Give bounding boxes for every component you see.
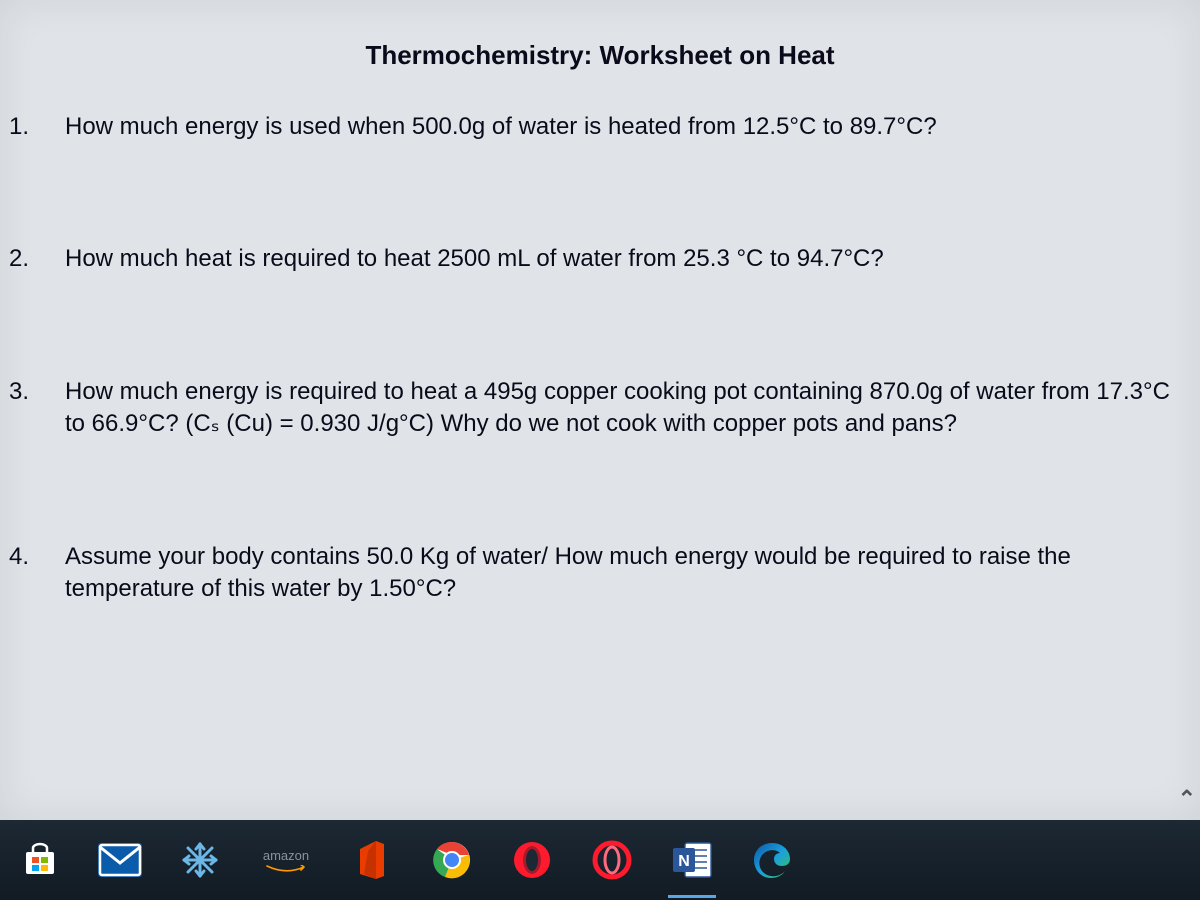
question-number: 1. bbox=[37, 111, 65, 143]
taskbar-opera2-button[interactable] bbox=[578, 830, 646, 890]
snowflake-icon bbox=[180, 840, 220, 880]
taskbar-mail-button[interactable] bbox=[86, 830, 154, 890]
worksheet-title: Thermochemistry: Worksheet on Heat bbox=[30, 40, 1170, 71]
taskbar-amazon-button[interactable]: amazon bbox=[246, 830, 326, 890]
edge-icon bbox=[752, 840, 792, 880]
worksheet-document: Thermochemistry: Worksheet on Heat 1.How… bbox=[0, 0, 1200, 820]
question-3: 3.How much energy is required to heat a … bbox=[30, 376, 1170, 441]
opera-icon bbox=[512, 840, 552, 880]
taskbar: amazon bbox=[0, 820, 1200, 900]
amazon-swoosh-icon bbox=[266, 865, 306, 873]
question-text: How much energy is required to heat a 49… bbox=[65, 378, 1170, 437]
svg-text:N: N bbox=[678, 853, 690, 870]
taskbar-weather-button[interactable] bbox=[166, 830, 234, 890]
scroll-chevron-icon[interactable]: ⌃ bbox=[1178, 786, 1196, 812]
office-icon bbox=[354, 839, 390, 881]
amazon-text: amazon bbox=[263, 848, 309, 863]
taskbar-opera-button[interactable] bbox=[498, 830, 566, 890]
question-text: How much heat is required to heat 2500 m… bbox=[65, 245, 884, 272]
amazon-icon: amazon bbox=[263, 848, 309, 873]
taskbar-word-button[interactable]: N bbox=[658, 830, 726, 890]
chrome-icon bbox=[432, 840, 472, 880]
question-2: 2.How much heat is required to heat 2500… bbox=[30, 243, 1170, 275]
store-icon bbox=[20, 840, 60, 880]
question-number: 2. bbox=[37, 243, 65, 275]
mail-icon bbox=[98, 843, 142, 877]
question-text: Assume your body contains 50.0 Kg of wat… bbox=[65, 543, 1071, 602]
taskbar-office-button[interactable] bbox=[338, 830, 406, 890]
opera-ring-icon bbox=[592, 840, 632, 880]
taskbar-edge-button[interactable] bbox=[738, 830, 806, 890]
taskbar-store-button[interactable] bbox=[6, 830, 74, 890]
word-icon: N bbox=[671, 840, 713, 880]
question-number: 3. bbox=[37, 376, 65, 408]
question-text: How much energy is used when 500.0g of w… bbox=[65, 113, 937, 140]
taskbar-chrome-button[interactable] bbox=[418, 830, 486, 890]
question-1: 1.How much energy is used when 500.0g of… bbox=[30, 111, 1170, 143]
question-number: 4. bbox=[37, 541, 65, 573]
question-4: 4.Assume your body contains 50.0 Kg of w… bbox=[30, 541, 1170, 606]
